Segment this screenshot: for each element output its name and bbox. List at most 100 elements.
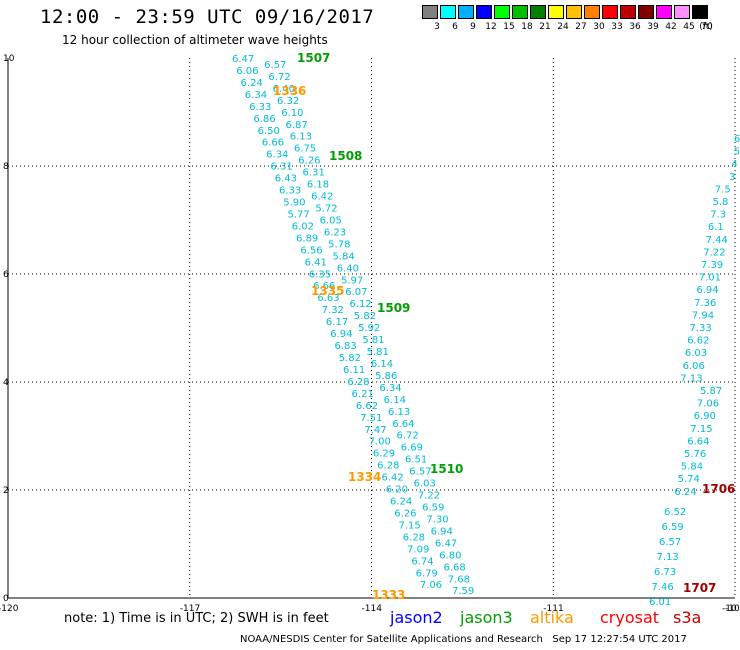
wave-height-value: 7.44 [706,235,728,246]
wave-height-value: 6.24 [674,487,696,498]
colorbar-label: 24 [557,22,569,32]
wave-height-value: 7.22 [703,247,725,258]
legend-cryosat: cryosat [600,608,660,627]
wave-height-value: 6.14 [371,359,393,370]
colorbar-swatch [494,5,510,19]
wave-height-value: 7.22 [418,491,440,502]
colorbar-label: 27 [575,22,587,32]
wave-height-value: 6.07 [345,287,367,298]
wave-height-value: 4 [731,159,737,170]
y-tick-label: 8 [3,162,9,172]
wave-height-value: 6.41 [305,257,327,268]
wave-height-value: 6 [734,134,740,145]
wave-height-value: 6.03 [685,348,707,359]
colorbar-swatch [476,5,492,19]
colorbar-label: 30 [593,22,605,32]
wave-height-value: 7.5 [715,184,731,195]
wave-height-value: 5.87 [700,386,722,397]
colorbar-swatch [422,5,438,19]
wave-height-value: 7.13 [657,552,679,563]
wave-height-value: 6.34 [266,150,288,161]
wave-height-value: 5.82 [339,353,361,364]
wave-height-value: 6.01 [649,597,671,608]
wave-height-value: 7.01 [699,273,721,284]
colorbar-label: 18 [521,22,533,32]
wave-height-value: 6.14 [384,395,406,406]
colorbar-label: 36 [629,22,641,32]
pass-label-altika: 1333 [372,588,405,602]
wave-height-value: 7.47 [364,425,386,436]
wave-height-value: 6.94 [431,526,453,537]
wave-height-value: 6.73 [654,567,676,578]
wave-height-value: 6.57 [409,467,431,478]
wave-height-value: 6.94 [330,329,352,340]
colorbar-swatch [458,5,474,19]
wave-height-value: 6.28 [377,461,399,472]
wave-height-value: 6.75 [294,144,316,155]
wave-height-value: 6.12 [350,299,372,310]
wave-height-value: 6.50 [258,126,280,137]
wave-height-value: 7.59 [452,586,474,597]
wave-height-value: 6.62 [356,401,378,412]
wave-height-value: 6.1 [708,222,724,233]
wave-height-value: 6.69 [401,443,423,454]
wave-height-value: 6.42 [381,473,403,484]
wave-height-value: 6.59 [662,522,684,533]
wave-height-value: 6.57 [264,60,286,71]
wave-height-value: 6.23 [324,227,346,238]
wave-height-value: 7.09 [407,544,429,555]
wave-height-value: 6.66 [313,281,335,292]
wave-height-value: 5.86 [375,371,397,382]
colorbar-swatch [602,5,618,19]
wave-height-value: 6.72 [268,72,290,83]
x-tick-label: -108 [725,604,740,614]
wave-height-value: 3 [729,172,735,183]
pass-label-altika: 1336 [273,84,306,98]
wave-height-value: 6.42 [311,192,333,203]
pass-label-s3a: 1706 [702,482,735,496]
wave-height-value: 7.32 [322,305,344,316]
colorbar-label: 70 [701,22,713,32]
wave-height-value: 6.02 [292,221,314,232]
wave-height-value: 6.11 [343,365,365,376]
wave-height-value: 6.10 [281,108,303,119]
wave-height-value: 6.28 [347,377,369,388]
wave-height-value: 5.81 [362,335,384,346]
wave-height-value: 5.84 [681,462,703,473]
wave-height-value: 6.62 [687,336,709,347]
colorbar-label: 12 [485,22,497,32]
wave-height-value: 6.94 [696,285,718,296]
colorbar-label: 3 [434,22,440,32]
colorbar-swatch [566,5,582,19]
wave-height-value: 6.86 [253,114,275,125]
colorbar-swatch [584,5,600,19]
wave-height-value: 7.33 [690,323,712,334]
footer-agency: NOAA/NESDIS Center for Satellite Applica… [240,634,543,645]
wave-height-value: 6.20 [386,485,408,496]
wave-height-value: 6.89 [296,233,318,244]
pass-label-altika: 1334 [348,470,381,484]
pass-label-jason3: 1510 [430,462,463,476]
wave-height-value: 7.15 [399,520,421,531]
wave-height-value: 6.72 [396,431,418,442]
wave-height-value: 6.17 [326,317,348,328]
wave-height-value: 7.39 [701,260,723,271]
wave-height-value: 6.28 [403,532,425,543]
colorbar-swatch [620,5,636,19]
wave-height-value: 6.43 [275,174,297,185]
x-tick-label: -10 [722,604,737,614]
wave-height-value: 6.51 [405,455,427,466]
wave-height-value: 6.29 [373,449,395,460]
legend-altika: altika [530,608,574,627]
wave-height-value: 6.26 [394,508,416,519]
wave-height-value: 6.66 [262,138,284,149]
wave-height-value: 6.06 [683,361,705,372]
wave-height-value: 6.03 [414,479,436,490]
chart-subtitle: 12 hour collection of altimeter wave hei… [62,33,328,47]
wave-height-value: 6.68 [443,562,465,573]
x-tick-label: -111 [543,604,563,614]
wave-height-value: 5.77 [288,209,310,220]
wave-height-value: 6.21 [352,389,374,400]
legend-s3a: s3a [673,608,702,627]
